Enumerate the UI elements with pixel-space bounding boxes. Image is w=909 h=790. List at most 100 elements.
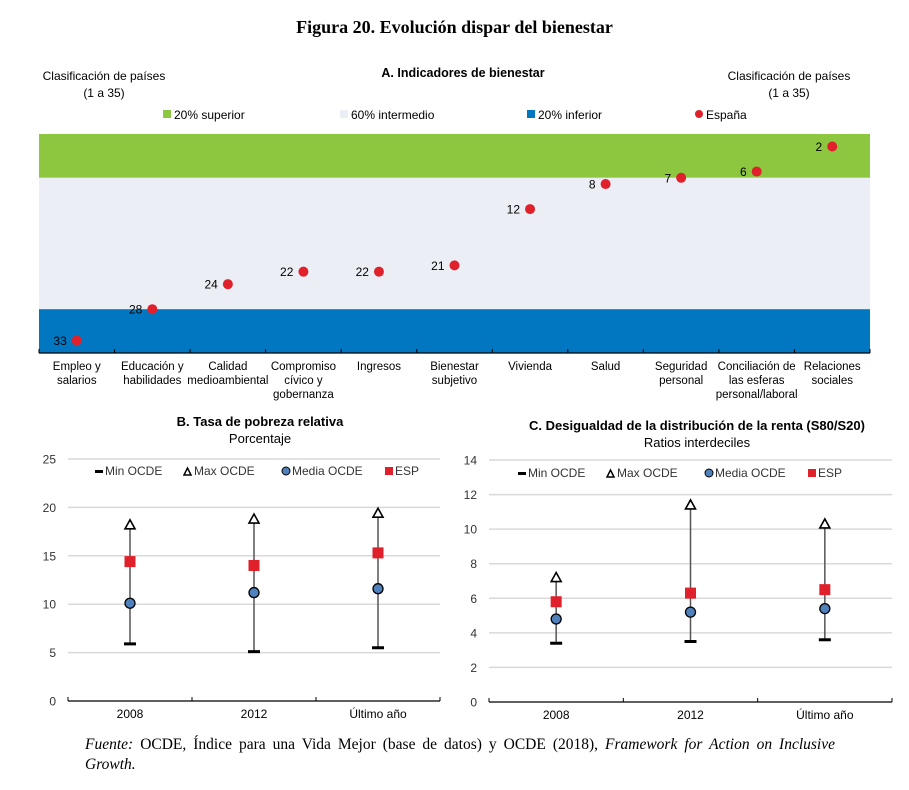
min-ocde-marker (248, 650, 260, 654)
category-label-line: personal (659, 375, 703, 387)
panel-a-left-axis-label-line2: (1 a 35) (83, 86, 124, 100)
spain-rank-label: 6 (740, 165, 747, 179)
category-label-line: Conciliación de (718, 361, 796, 373)
figure-title: Figura 20. Evolución dispar del bienesta… (296, 17, 613, 37)
max-ocde-marker (371, 506, 385, 519)
legend-label: 20% superior (174, 108, 245, 122)
min-ocde-marker (372, 646, 384, 650)
legend-label: ESP (395, 464, 419, 478)
y-tick-label: 6 (470, 592, 477, 606)
spain-point (71, 335, 82, 346)
max-ocde-marker (818, 517, 832, 529)
panel-b-chart: B. Tasa de pobreza relativa Porcentaje 0… (43, 414, 441, 721)
media-ocde-marker (684, 606, 697, 618)
category-label: Empleo y salarios (53, 361, 101, 387)
spain-rank-label: 33 (53, 334, 67, 348)
max-ocde-marker (549, 570, 563, 583)
category-label: Calidad medioambiental (187, 361, 268, 387)
category-label: Seguridad personal (655, 361, 707, 387)
y-tick-label: 20 (43, 501, 57, 515)
y-tick-label: 10 (464, 523, 478, 537)
panel-a-bands (39, 134, 870, 353)
x-tick-label: Último año (796, 707, 854, 722)
y-tick-label: 8 (470, 557, 477, 571)
spain-point (676, 172, 687, 183)
legend-label: Max OCDE (617, 466, 678, 480)
legend-label: Max OCDE (194, 464, 255, 478)
legend-mean-marker (704, 468, 714, 478)
legend-label: Media OCDE (715, 466, 786, 480)
legend-label: España (706, 108, 747, 122)
spain-rank-label: 7 (664, 171, 671, 185)
y-tick-label: 2 (470, 661, 477, 675)
category-label: Compromiso cívico y gobernanza (271, 361, 336, 401)
y-tick-label: 0 (49, 695, 56, 709)
spain-point (751, 166, 762, 177)
panel-b-title: B. Tasa de pobreza relativa (177, 414, 344, 429)
x-tick-label: 2008 (117, 707, 144, 721)
category-label-line: Empleo y (53, 361, 101, 373)
source-title: Framework for Action on Inclusive Growth… (85, 736, 835, 773)
legend-label: Min OCDE (528, 466, 585, 480)
category-label-line: Vivienda (508, 361, 553, 373)
panel-a-points: 33 28 24 22 22 21 12 8 7 6 2 (53, 140, 838, 348)
spain-rank-label: 22 (356, 265, 370, 279)
category-label-line: cívico y (284, 375, 323, 387)
y-tick-label: 4 (470, 626, 477, 640)
category-label-line: gobernanza (273, 389, 334, 401)
spain-rank-label: 24 (205, 278, 219, 292)
category-label: Conciliación de las esferas personal/labor… (716, 361, 798, 401)
legend-esp-marker (808, 469, 816, 477)
spain-point (449, 260, 460, 271)
legend-label: ESP (818, 466, 842, 480)
category-label-line: las esferas (729, 375, 785, 387)
min-ocde-marker (684, 640, 697, 643)
source-label: Fuente: (85, 736, 134, 753)
category-label-line: salarios (57, 375, 97, 387)
legend-swatch-2 (340, 110, 348, 118)
esp-marker (248, 559, 260, 571)
y-tick-label: 0 (470, 696, 477, 710)
spain-rank-label: 21 (431, 259, 445, 273)
panel-c-chart: C. Desigualdad de la distribución de la … (464, 418, 893, 722)
category-label-line: Calidad (208, 361, 247, 373)
legend-swatch-3 (527, 110, 535, 118)
x-tick-label: 2008 (543, 708, 570, 722)
source-footnote: Fuente: OCDE, Índice para una Vida Mejor… (85, 735, 835, 775)
spain-point (600, 179, 611, 190)
y-tick-label: 5 (49, 646, 56, 660)
panel-a-left-axis-label-line1: Clasificación de países (43, 69, 166, 83)
panel-a-x-axis (38, 349, 871, 354)
spain-point (222, 279, 233, 290)
legend-esp-marker (385, 467, 393, 475)
y-tick-label: 15 (43, 549, 57, 563)
panel-a-legend: 20% superior 60% intermedio 20% inferior Es… (163, 108, 747, 122)
esp-marker (819, 584, 831, 596)
max-ocde-marker (684, 498, 697, 510)
band-60-intermedio (39, 177, 870, 310)
category-label: Ingresos (357, 361, 401, 373)
spain-rank-label: 12 (507, 203, 521, 217)
y-tick-label: 10 (43, 598, 57, 612)
panel-b-subtitle: Porcentaje (229, 431, 291, 446)
legend-min-marker (95, 470, 103, 473)
legend-max-marker (182, 466, 193, 476)
source-text: OCDE, Índice para una Vida Mejor (base d… (133, 736, 606, 753)
esp-marker (372, 547, 384, 559)
category-label-line: Educación y (121, 361, 184, 373)
esp-marker (550, 596, 562, 608)
media-ocde-marker (819, 603, 831, 615)
min-ocde-marker (818, 638, 831, 642)
category-label-line: subjetivo (432, 375, 477, 387)
spain-point (147, 304, 158, 315)
spain-point (827, 141, 838, 152)
legend-mean-marker (281, 466, 291, 476)
spain-rank-label: 22 (280, 265, 294, 279)
legend-swatch-1 (163, 110, 171, 118)
spain-point (298, 266, 309, 277)
legend-label: Media OCDE (292, 464, 363, 478)
spain-rank-label: 28 (129, 303, 143, 317)
media-ocde-marker (124, 597, 136, 609)
panel-c-subtitle: Ratios interdeciles (644, 435, 751, 450)
legend-label: Min OCDE (105, 464, 162, 478)
